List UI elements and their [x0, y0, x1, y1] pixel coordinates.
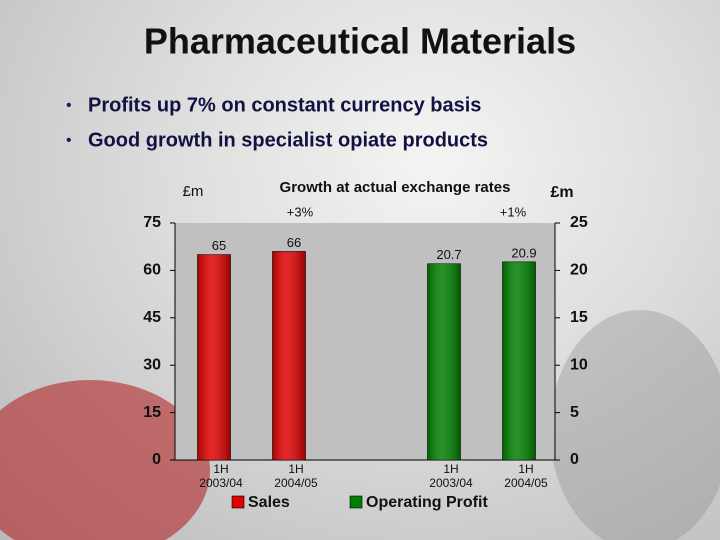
x-tick-label: 1H 2003/04: [199, 462, 243, 490]
annotation: Growth at actual exchange rates: [280, 179, 511, 196]
bar-sheen: [427, 263, 461, 460]
y-tick-label: 30: [143, 356, 161, 373]
value-label: 65: [212, 238, 226, 253]
annotation: +1%: [500, 204, 527, 219]
x-tick-label: 1H 2004/05: [504, 462, 548, 490]
y2-axis-label: £m: [550, 184, 573, 201]
y-tick-label: 45: [143, 309, 161, 326]
bar-sheen: [197, 254, 231, 460]
background-shape: [0, 380, 210, 540]
y2-tick-label: 0: [570, 451, 579, 468]
bullet-symbol: •: [66, 132, 72, 149]
x-tick-label: 1H 2004/05: [274, 462, 318, 490]
y-tick-label: 0: [152, 451, 161, 468]
legend-label: Sales: [248, 494, 290, 511]
y-tick-label: 15: [143, 404, 161, 421]
legend-swatch: [231, 495, 245, 509]
y-axis-label: £m: [183, 183, 204, 200]
value-label: 20.9: [511, 245, 536, 260]
bullet-symbol: •: [66, 97, 72, 114]
bar-sheen: [272, 251, 306, 460]
slide-title: Pharmaceutical Materials: [144, 21, 576, 62]
y2-tick-label: 5: [570, 404, 579, 421]
bar-sheen: [502, 261, 536, 460]
legend-swatch: [349, 495, 363, 509]
value-label: 66: [287, 235, 301, 250]
value-label: 20.7: [436, 247, 461, 262]
y2-tick-label: 20: [570, 262, 588, 279]
y-tick-label: 60: [143, 262, 161, 279]
x-tick-label: 1H 2003/04: [429, 462, 473, 490]
y2-tick-label: 15: [570, 309, 588, 326]
plot-area: [175, 223, 555, 460]
annotation: +3%: [287, 204, 314, 219]
background-shape: [550, 310, 720, 540]
legend-label: Operating Profit: [366, 494, 488, 511]
y2-tick-label: 10: [570, 356, 588, 373]
y2-tick-label: 25: [570, 214, 588, 231]
bullet: Profits up 7% on constant currency basis: [88, 94, 481, 116]
bullet: Good growth in specialist opiate product…: [88, 129, 488, 151]
y-tick-label: 75: [143, 214, 161, 231]
